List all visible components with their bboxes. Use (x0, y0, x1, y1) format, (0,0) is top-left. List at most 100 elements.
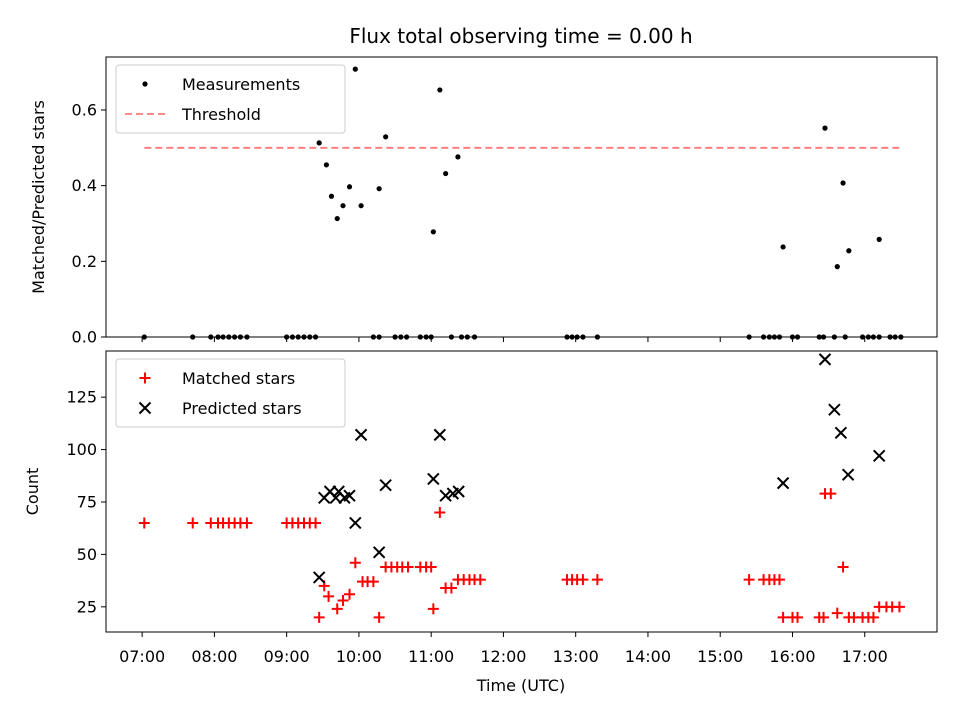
data-point (417, 334, 423, 340)
series (312, 353, 886, 584)
data-point (423, 334, 429, 340)
data-point (569, 334, 575, 340)
data-point (574, 334, 580, 340)
data-point (354, 428, 368, 442)
data-point (776, 334, 783, 340)
data-point (834, 426, 848, 439)
data-point (872, 449, 886, 463)
data-point (312, 334, 319, 340)
data-point (816, 334, 822, 340)
x-tick-label: 12:00 (480, 647, 526, 666)
y-tick-label: 0.2 (72, 252, 97, 271)
y-axis-label: Count (23, 468, 42, 516)
data-point (831, 334, 837, 340)
data-point (842, 334, 848, 340)
data-point (773, 574, 785, 586)
data-point (370, 334, 376, 340)
data-point (138, 517, 150, 529)
data-point (289, 334, 296, 340)
data-point (867, 611, 879, 623)
y-tick-label: 25 (77, 597, 97, 616)
y-tick-label: 100 (66, 440, 97, 459)
data-point (323, 162, 329, 168)
y-axis-label: Matched/Predicted stars (29, 100, 48, 294)
data-point (372, 546, 386, 559)
data-point (141, 334, 147, 340)
data-point (859, 334, 866, 340)
data-point (352, 66, 358, 72)
data-point (241, 517, 253, 529)
data-point (430, 229, 436, 235)
data-point (594, 334, 600, 340)
top-panel: 0.0 0.2 0.4 0.6 Matched/Predicted stars Measu… (29, 56, 938, 347)
data-point (349, 516, 362, 530)
data-point (344, 588, 356, 600)
y-tick-label: 75 (77, 492, 97, 511)
data-point (301, 334, 307, 340)
data-point (392, 334, 398, 340)
y-tick-label: 50 (77, 545, 97, 564)
data-point (445, 582, 457, 594)
data-point (474, 574, 486, 586)
data-point (577, 574, 589, 586)
data-point (316, 140, 322, 146)
data-point (452, 485, 465, 498)
data-point (310, 517, 322, 529)
data-point (323, 590, 335, 602)
data-point (870, 334, 877, 340)
data-point (343, 489, 356, 502)
x-axis-label: Time (UTC) (476, 676, 565, 695)
x-tick-label: 16:00 (769, 647, 815, 666)
data-point (887, 334, 893, 340)
data-point (876, 236, 882, 242)
data-point (458, 334, 465, 340)
data-point (402, 561, 414, 573)
legend-label: Matched stars (182, 369, 295, 388)
data-point (428, 334, 434, 340)
data-point (220, 334, 226, 340)
x-tick-label: 11:00 (408, 647, 454, 666)
legend: Matched stars Predicted stars (115, 358, 346, 428)
x-tick-label: 14:00 (625, 647, 671, 666)
data-point (846, 248, 852, 254)
data-point (379, 479, 392, 492)
data-point (777, 611, 789, 623)
x-tick-label: 07:00 (119, 647, 165, 666)
data-point (564, 334, 570, 340)
data-point (865, 334, 871, 340)
data-point (591, 574, 603, 586)
legend-label: Measurements (182, 75, 300, 94)
x-tick-label: 17:00 (842, 647, 888, 666)
data-point (358, 203, 364, 209)
data-point (443, 170, 449, 177)
legend-box (115, 358, 346, 428)
data-point (746, 334, 752, 340)
plot-frame (105, 56, 938, 338)
data-point (425, 561, 437, 573)
data-point (840, 180, 846, 186)
x-tick-label: 09:00 (264, 647, 310, 666)
data-point (190, 334, 196, 340)
data-point (313, 611, 325, 623)
x-tick-label: 08:00 (191, 647, 237, 666)
data-point (893, 601, 905, 613)
series (141, 66, 904, 340)
data-point (834, 264, 840, 270)
data-point (471, 334, 478, 340)
x-tick-label: 10:00 (336, 647, 382, 666)
data-point (346, 184, 353, 190)
data-point (433, 428, 447, 442)
data-point (892, 334, 898, 340)
data-point (232, 334, 238, 340)
y-tick-label: 125 (66, 388, 97, 407)
plot-frame (105, 350, 938, 633)
data-point (208, 334, 214, 340)
data-point (373, 611, 385, 623)
data-point (760, 334, 767, 340)
y-tick-label: 0.0 (72, 328, 97, 347)
chart-title: Flux total observing time = 0.00 h (349, 24, 692, 48)
legend-label: Predicted stars (182, 399, 302, 418)
data-point (831, 607, 843, 619)
legend-label: Threshold (181, 105, 261, 124)
